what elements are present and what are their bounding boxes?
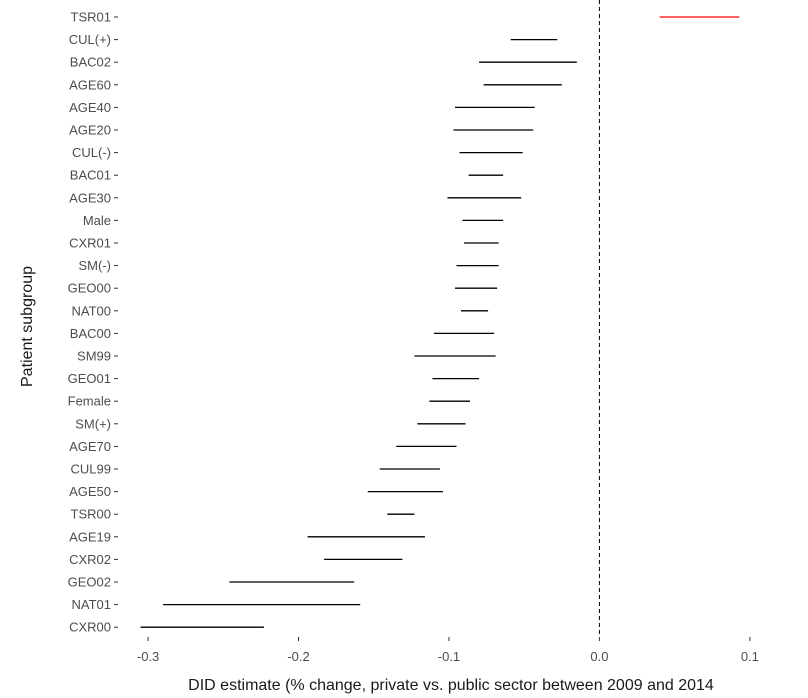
x-tick-label: -0.2 xyxy=(287,649,309,664)
y-tick-label: GEO01 xyxy=(68,371,111,386)
interval-lines xyxy=(140,16,740,628)
x-axis-title: DID estimate (% change, private vs. publ… xyxy=(188,677,714,694)
y-tick-label: Male xyxy=(83,213,111,228)
y-tick-label: AGE19 xyxy=(69,529,111,544)
y-tick-label: BAC00 xyxy=(70,326,111,341)
y-tick-label: AGE70 xyxy=(69,439,111,454)
y-tick-label: AGE60 xyxy=(69,77,111,92)
y-tick-label: CXR01 xyxy=(69,236,111,251)
y-tick-label: Female xyxy=(68,394,111,409)
x-axis: -0.3 -0.2 -0.1 0.0 0.1 xyxy=(137,637,759,664)
y-tick-label: SM99 xyxy=(77,349,111,364)
x-tick-label: 0.1 xyxy=(741,649,759,664)
y-tick-label: AGE20 xyxy=(69,123,111,138)
y-tick-label: AGE30 xyxy=(69,190,111,205)
y-axis: TSR01 CUL(+) BAC02 AGE60 AGE40 AGE20 CUL(-) BAC… xyxy=(68,10,118,635)
y-tick-label: TSR01 xyxy=(71,10,111,25)
y-tick-label: TSR00 xyxy=(71,507,111,522)
y-tick-label: NAT00 xyxy=(72,303,112,318)
y-axis-title: Patient subgroup xyxy=(19,266,36,387)
y-tick-label: AGE50 xyxy=(69,484,111,499)
y-tick-label: SM(+) xyxy=(75,416,111,431)
y-tick-label: AGE40 xyxy=(69,100,111,115)
y-tick-label: CUL(-) xyxy=(72,145,111,160)
y-tick-label: BAC01 xyxy=(70,168,111,183)
y-tick-label: GEO02 xyxy=(68,575,111,590)
x-tick-label: -0.1 xyxy=(438,649,460,664)
x-tick-label: -0.3 xyxy=(137,649,159,664)
x-tick-label: 0.0 xyxy=(590,649,608,664)
y-tick-label: GEO00 xyxy=(68,281,111,296)
y-tick-label: BAC02 xyxy=(70,55,111,70)
y-tick-label: NAT01 xyxy=(72,597,112,612)
y-tick-label: CUL(+) xyxy=(69,32,111,47)
y-tick-label: CUL99 xyxy=(71,462,111,477)
y-tick-label: SM(-) xyxy=(79,258,112,273)
y-tick-label: CXR02 xyxy=(69,552,111,567)
y-tick-label: CXR00 xyxy=(69,620,111,635)
